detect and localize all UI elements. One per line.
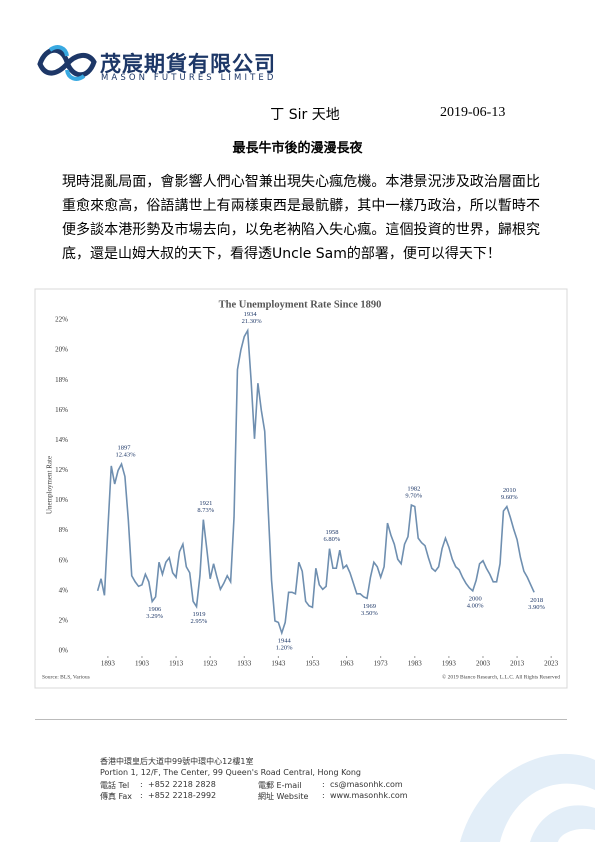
annotation-value: 1.20% <box>276 644 293 651</box>
x-tick-label: 1973 <box>374 660 389 668</box>
company-name-en: MASON FUTURES LIMITED <box>101 73 277 83</box>
article-title: 最長牛市後的漫漫長夜 <box>232 141 363 156</box>
contact-value: +852 2218 2828 <box>148 780 216 789</box>
annotation-value: 3.90% <box>528 604 545 611</box>
copyright: © 2019 Bianco Research, L.L.C. All Right… <box>442 673 560 680</box>
chart: The Unemployment Rate Since 1890 Unemplo… <box>34 288 568 689</box>
footer-rule <box>35 719 567 720</box>
contact-label: 電話 Tel <box>100 781 130 790</box>
annotation-year: 2000 <box>469 595 482 602</box>
y-tick-label: 6% <box>59 556 69 564</box>
annotation-value: 8.73% <box>197 507 214 514</box>
y-tick-label: 18% <box>55 376 68 384</box>
annotation-year: 1958 <box>326 529 339 536</box>
chart-frame <box>34 288 568 689</box>
y-tick-label: 22% <box>55 316 68 324</box>
contact-value: cs@masonhk.com <box>330 780 403 789</box>
y-tick-label: 12% <box>55 466 68 474</box>
date: 2019-06-13 <box>440 105 506 120</box>
x-tick-label: 1983 <box>408 660 423 668</box>
address-en: Portion 1, 12/F, The Center, 99 Queen's … <box>100 768 361 777</box>
annotation-year: 1982 <box>407 486 420 493</box>
address-cn: 香港中環皇后大道中99號中環中心12樓1室 <box>100 757 254 766</box>
separator: : <box>140 780 143 789</box>
x-tick-label: 1943 <box>271 660 286 668</box>
annotation-value: 3.29% <box>146 613 163 620</box>
separator: : <box>322 791 325 800</box>
chart-title: The Unemployment Rate Since 1890 <box>219 299 382 310</box>
x-tick-label: 2013 <box>510 660 525 668</box>
data-line <box>96 327 535 636</box>
x-tick-label: 1933 <box>237 660 252 668</box>
annotation-value: 12.43% <box>116 451 137 458</box>
annotation-year: 2018 <box>530 597 543 604</box>
x-tick-label: 1963 <box>340 660 355 668</box>
y-tick-label: 2% <box>59 617 69 625</box>
x-tick-label: 1893 <box>101 660 116 668</box>
footer-decoration <box>460 753 595 842</box>
logo <box>37 45 97 81</box>
annotation-year: 1906 <box>148 606 162 613</box>
annotation-value: 9.60% <box>501 494 518 501</box>
annotation-value: 6.80% <box>324 536 341 543</box>
x-tick-label: 2003 <box>476 660 491 668</box>
annotation-value: 2.95% <box>191 618 208 625</box>
y-tick-label: 4% <box>59 586 69 594</box>
separator: : <box>140 791 143 800</box>
separator: : <box>322 780 325 789</box>
x-tick-label: 1953 <box>305 660 320 668</box>
article-body: 現時混亂局面，會影響人們心智兼出現失心瘋危機。本港景況涉及政治層面比重愈來愈高，… <box>62 174 540 262</box>
y-tick-label: 14% <box>55 436 68 444</box>
y-axis-label: Unemployment Rate <box>46 456 54 514</box>
contact-value: www.masonhk.com <box>330 791 408 800</box>
annotation-value: 3.50% <box>361 610 378 617</box>
contact-label: 網址 Website <box>258 792 309 801</box>
annotation-year: 2010 <box>503 487 516 494</box>
x-tick-label: 2023 <box>544 660 559 668</box>
contact-value: +852 2218-2992 <box>148 791 217 800</box>
annotation-year: 1969 <box>363 603 376 610</box>
x-tick-label: 1903 <box>135 660 150 668</box>
x-tick-label: 1993 <box>442 660 457 668</box>
source: Source: BLS, Various <box>42 674 90 680</box>
contact-label: 電郵 E-mail <box>258 781 302 790</box>
y-tick-label: 10% <box>55 496 68 504</box>
y-tick-label: 20% <box>55 346 68 354</box>
y-tick-label: 16% <box>55 406 68 414</box>
y-tick-label: 0% <box>59 647 69 655</box>
annotation-year: 1944 <box>278 637 292 644</box>
annotation-value: 21.30% <box>242 318 263 325</box>
annotation-year: 1921 <box>199 500 212 507</box>
column-name: 丁 Sir 天地 <box>270 107 340 123</box>
annotation-year: 1934 <box>244 311 258 318</box>
annotation-value: 4.00% <box>467 602 484 609</box>
contact-label: 傳真 Fax <box>100 792 133 801</box>
y-tick-label: 8% <box>59 526 69 534</box>
annotation-value: 9.70% <box>405 493 422 500</box>
x-tick-label: 1923 <box>203 660 218 668</box>
company-name-cn: 茂宸期貨有限公司 <box>100 52 276 76</box>
annotation-year: 1897 <box>118 444 132 451</box>
x-tick-label: 1913 <box>169 660 184 668</box>
annotation-year: 1919 <box>193 611 206 618</box>
